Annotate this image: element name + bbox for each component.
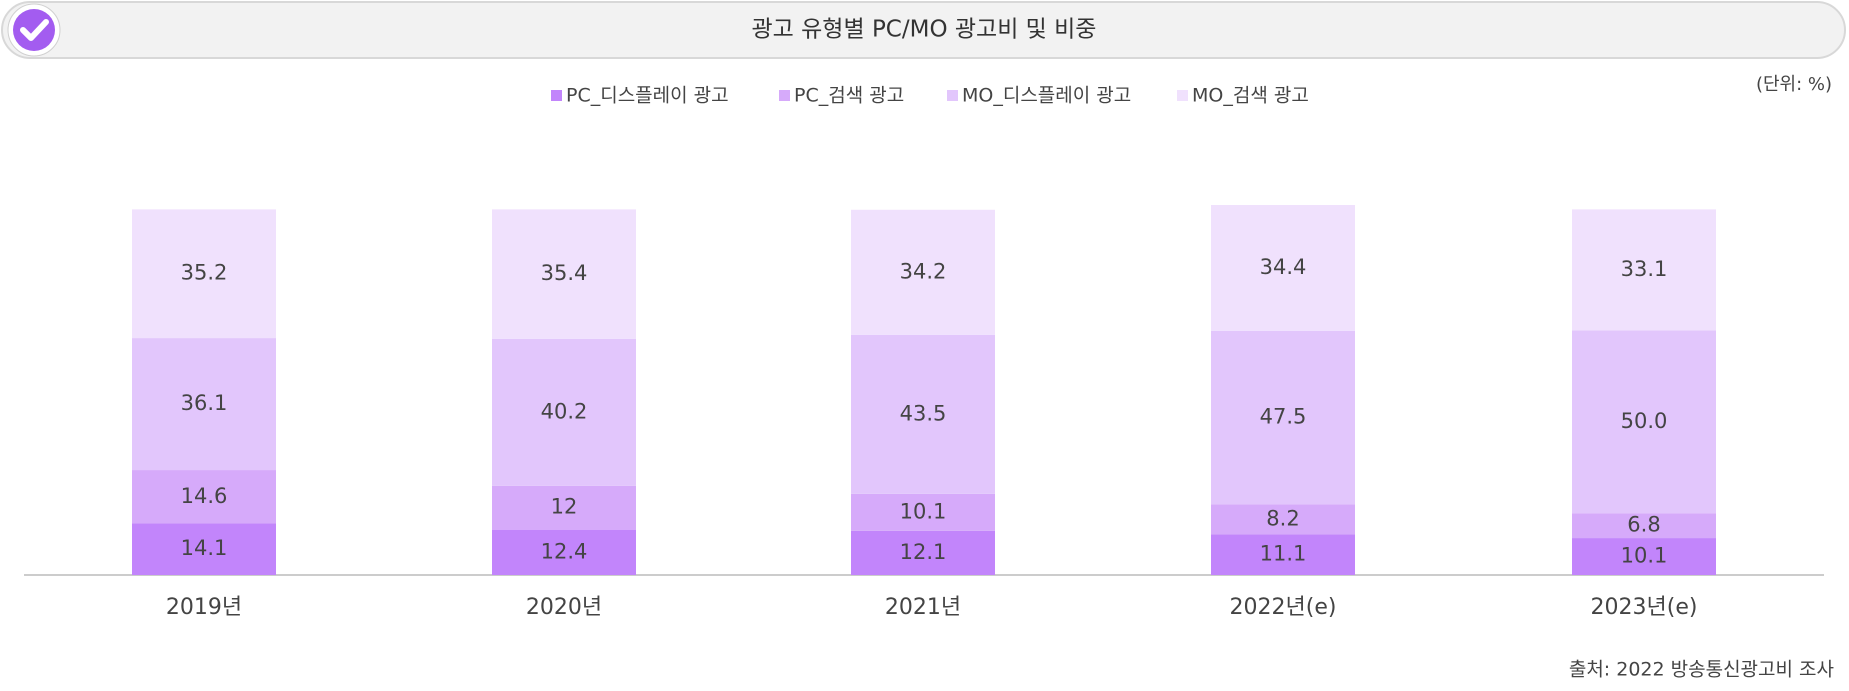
value-label: 47.5 (1260, 405, 1307, 429)
x-tick-label: 2021년 (885, 595, 961, 620)
legend-swatch (551, 90, 562, 101)
bar-segment (492, 529, 636, 575)
x-tick-label: 2023년(e) (1591, 595, 1698, 620)
source-note: 출처: 2022 방송통신광고비 조사 (1569, 659, 1834, 681)
bar-segment (1211, 205, 1355, 331)
legend-swatch (1177, 90, 1188, 101)
value-label: 43.5 (900, 401, 947, 425)
chart-title: 광고 유형별 PC/MO 광고비 및 비중 (752, 17, 1097, 43)
value-label: 6.8 (1627, 513, 1660, 537)
check-badge (13, 9, 55, 51)
bar-segment (132, 470, 276, 524)
value-label: 33.1 (1621, 257, 1668, 281)
legend-label: MO_검색 광고 (1192, 85, 1309, 107)
x-tick-label: 2022년(e) (1230, 595, 1337, 620)
value-label: 50.0 (1621, 409, 1668, 433)
bar-segment (851, 209, 995, 335)
bar-segment (1572, 209, 1716, 331)
value-label: 8.2 (1266, 506, 1299, 530)
bar-segment (132, 338, 276, 471)
bar-segment (1211, 504, 1355, 535)
value-label: 34.2 (900, 259, 947, 283)
value-label: 40.2 (541, 399, 588, 423)
legend-label: MO_디스플레이 광고 (962, 85, 1131, 107)
bar-segment (492, 485, 636, 530)
value-label: 12.4 (541, 539, 588, 563)
legend-label: PC_검색 광고 (794, 85, 904, 107)
header-bar (1, 1, 1846, 59)
value-label: 12.1 (900, 540, 947, 564)
check-icon (20, 19, 49, 41)
value-label: 10.1 (900, 499, 947, 523)
x-tick-label: 2020년 (526, 595, 602, 620)
bar-segment (132, 209, 276, 339)
value-label: 12 (551, 495, 578, 519)
value-label: 34.4 (1260, 255, 1307, 279)
bar-segment (851, 493, 995, 531)
bar-segment (1572, 330, 1716, 514)
value-label: 10.1 (1621, 544, 1668, 568)
legend-swatch (779, 90, 790, 101)
value-label: 35.2 (181, 261, 228, 285)
value-label: 11.1 (1260, 542, 1307, 566)
bar-segment (1572, 538, 1716, 575)
value-label: 14.1 (181, 536, 228, 560)
bar-segment (1572, 513, 1716, 539)
bar-segment (851, 530, 995, 575)
bar-segment (132, 523, 276, 575)
unit-note: (단위: %) (1756, 74, 1832, 95)
value-label: 35.4 (541, 261, 588, 285)
legend-label: PC_디스플레이 광고 (566, 85, 729, 107)
bar-segment (492, 209, 636, 339)
value-label: 36.1 (181, 391, 228, 415)
bar-segment (1211, 330, 1355, 505)
legend-swatch (947, 90, 958, 101)
bar-segment (492, 338, 636, 486)
bar-segment (1211, 534, 1355, 575)
bar-segment (851, 334, 995, 494)
value-label: 14.6 (181, 484, 228, 508)
x-tick-label: 2019년 (166, 595, 242, 620)
